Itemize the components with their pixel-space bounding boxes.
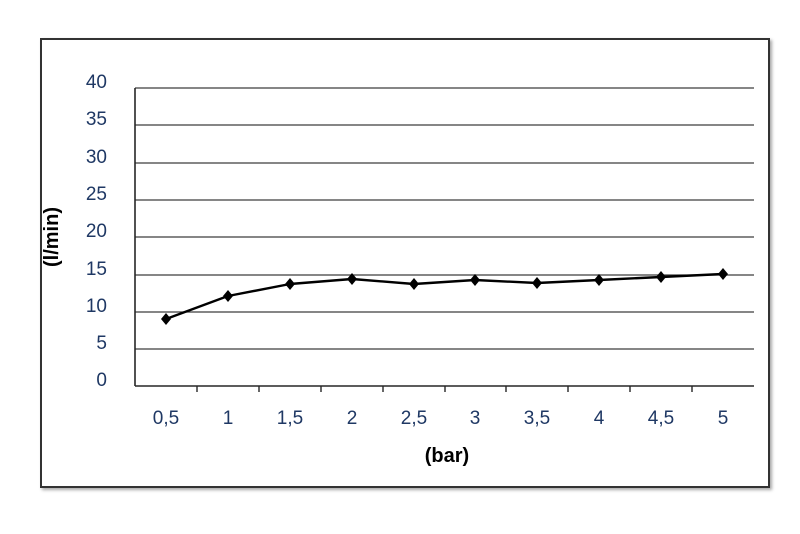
svg-text:4,5: 4,5 xyxy=(648,408,674,429)
svg-text:35: 35 xyxy=(86,109,107,130)
svg-text:(l/min): (l/min) xyxy=(41,207,63,267)
svg-text:5: 5 xyxy=(718,408,729,429)
svg-text:40: 40 xyxy=(86,72,107,93)
svg-text:(bar): (bar) xyxy=(425,445,469,467)
svg-text:3,5: 3,5 xyxy=(524,408,550,429)
svg-text:25: 25 xyxy=(86,184,107,205)
svg-text:5: 5 xyxy=(96,333,107,354)
svg-text:15: 15 xyxy=(86,259,107,280)
svg-text:4: 4 xyxy=(594,408,605,429)
svg-text:2,5: 2,5 xyxy=(401,408,427,429)
svg-text:1,5: 1,5 xyxy=(277,408,303,429)
svg-text:1: 1 xyxy=(223,408,234,429)
svg-text:20: 20 xyxy=(86,221,107,242)
svg-text:10: 10 xyxy=(86,296,107,317)
svg-text:0,5: 0,5 xyxy=(153,408,179,429)
svg-text:2: 2 xyxy=(347,408,358,429)
svg-text:0: 0 xyxy=(96,370,107,391)
svg-text:3: 3 xyxy=(470,408,481,429)
svg-text:30: 30 xyxy=(86,147,107,168)
